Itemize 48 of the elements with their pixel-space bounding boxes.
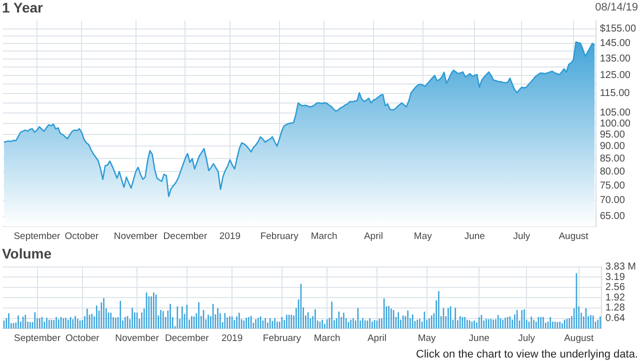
y-tick-label: 100.00 [600, 118, 631, 130]
x-tick-label: May [418, 332, 436, 344]
x-tick-label: July [518, 332, 536, 344]
x-tick-label: October [64, 230, 99, 242]
chart-title: Volume [2, 245, 52, 262]
x-tick-label: April [364, 230, 383, 242]
y-tick-label: 95.00 [600, 129, 626, 140]
x-tick-label: July [513, 230, 530, 242]
y-tick-label: 85.00 [600, 153, 626, 164]
y-tick-label: 90.00 [600, 140, 626, 152]
y-tick-label: 80.00 [600, 166, 626, 178]
y-tick-label: 1.92 [605, 292, 626, 304]
x-tick-label: November [115, 332, 159, 344]
x-tick-label: December [163, 230, 208, 242]
x-tick-label: August [564, 332, 594, 344]
y-tick-label: 125.00 [600, 70, 631, 82]
y-tick-label: 0.64 [605, 313, 626, 324]
x-tick-label: March [314, 332, 340, 344]
x-tick-label: March [310, 230, 338, 242]
y-tick-label: 145.00 [600, 38, 631, 50]
y-tick-label: 105.00 [600, 108, 631, 119]
x-tick-label: 2019 [219, 230, 240, 242]
y-tick-label: 70.00 [600, 195, 626, 206]
text: 08/14/19 [595, 2, 638, 14]
x-tick-label: May [414, 230, 432, 242]
x-tick-label: February [260, 230, 299, 242]
x-tick-label: September [14, 332, 60, 344]
x-tick-label: September [14, 230, 60, 242]
y-tick-label: 2.56 [605, 282, 626, 294]
x-tick-label: 2019 [221, 332, 243, 344]
y-tick-label: 65.00 [600, 211, 626, 222]
x-tick-label: June [464, 230, 485, 242]
y-tick-label: 3.19 [605, 272, 626, 283]
y-tick-label: 135.00 [600, 54, 631, 65]
y-tick-label: 115.00 [600, 88, 630, 100]
x-tick-label: August [558, 230, 589, 242]
x-tick-label: April [367, 332, 386, 344]
y-tick-label: 75.00 [600, 180, 626, 192]
text: Click on the chart to view the underlying data. [416, 348, 638, 361]
x-tick-label: November [114, 230, 158, 242]
y-tick-label: 3.83 M [605, 262, 636, 273]
x-tick-label: October [65, 332, 100, 344]
x-tick-label: June [468, 332, 490, 344]
y-tick-label: 1.28 [605, 302, 626, 314]
x-tick-label: December [165, 332, 209, 344]
chart-title: 1 Year [2, 0, 44, 16]
y-tick-label: $155.00 [600, 24, 636, 35]
x-tick-label: February [262, 332, 302, 344]
